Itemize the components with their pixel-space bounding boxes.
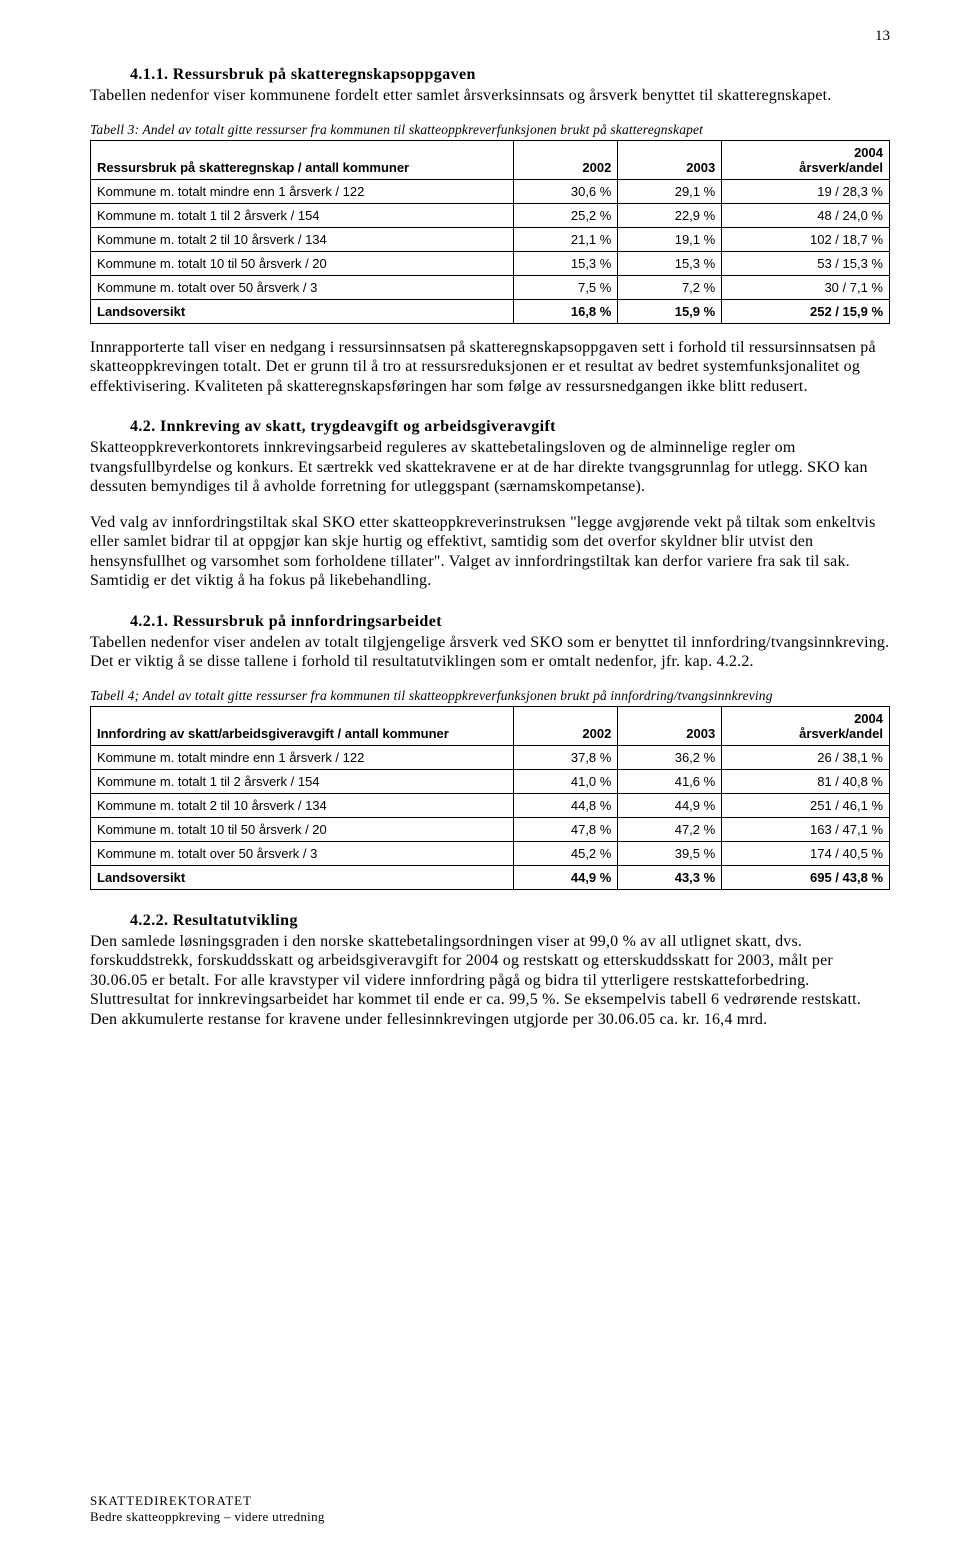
table-cell: 7,5 % (514, 275, 618, 299)
table-cell: Kommune m. totalt over 50 årsverk / 3 (91, 841, 514, 865)
table-header-cell: Ressursbruk på skatteregnskap / antall k… (91, 140, 514, 179)
table-row: Kommune m. totalt 10 til 50 årsverk / 20… (91, 251, 890, 275)
table-cell: 48 / 24,0 % (722, 203, 890, 227)
table-row: Kommune m. totalt 10 til 50 årsverk / 20… (91, 817, 890, 841)
table-cell: Kommune m. totalt 10 til 50 årsverk / 20 (91, 251, 514, 275)
table-cell: 15,3 % (514, 251, 618, 275)
table-cell: 251 / 46,1 % (722, 793, 890, 817)
table-row: Kommune m. totalt 1 til 2 årsverk / 1542… (91, 203, 890, 227)
table-cell: 30 / 7,1 % (722, 275, 890, 299)
table-cell: 26 / 38,1 % (722, 745, 890, 769)
table3: Ressursbruk på skatteregnskap / antall k… (90, 140, 890, 324)
table-cell: 21,1 % (514, 227, 618, 251)
table-header-cell: 2003 (618, 140, 722, 179)
table3-caption: Tabell 3: Andel av totalt gitte ressurse… (90, 122, 890, 138)
para-4-2-b: Ved valg av innfordringstiltak skal SKO … (90, 513, 890, 591)
table-cell: 53 / 15,3 % (722, 251, 890, 275)
table-cell: 7,2 % (618, 275, 722, 299)
table-cell: 15,3 % (618, 251, 722, 275)
table-cell: 43,3 % (618, 865, 722, 889)
table-cell: 163 / 47,1 % (722, 817, 890, 841)
table4-caption: Tabell 4; Andel av totalt gitte ressurse… (90, 688, 890, 704)
table-row: Landsoversikt44,9 %43,3 %695 / 43,8 % (91, 865, 890, 889)
table-cell: 30,6 % (514, 179, 618, 203)
table-cell: 22,9 % (618, 203, 722, 227)
table-cell: Kommune m. totalt 2 til 10 årsverk / 134 (91, 227, 514, 251)
table4: Innfordring av skatt/arbeidsgiveravgift … (90, 706, 890, 890)
table-cell: 29,1 % (618, 179, 722, 203)
table-cell: 41,0 % (514, 769, 618, 793)
para-4-1-1: Tabellen nedenfor viser kommunene fordel… (90, 86, 890, 106)
table-row: Kommune m. totalt 2 til 10 årsverk / 134… (91, 227, 890, 251)
table-cell: 39,5 % (618, 841, 722, 865)
table-cell: 47,2 % (618, 817, 722, 841)
table-cell: 25,2 % (514, 203, 618, 227)
table-cell: 15,9 % (618, 299, 722, 323)
para-4-2-a: Skatteoppkreverkontorets innkrevingsarbe… (90, 438, 890, 497)
footer-line-2: Bedre skatteoppkreving – videre utrednin… (90, 1509, 325, 1525)
table-header-cell: Innfordring av skatt/arbeidsgiveravgift … (91, 706, 514, 745)
table-header-cell: 2004årsverk/andel (722, 706, 890, 745)
table-cell: 47,8 % (514, 817, 618, 841)
table-header-cell: 2004årsverk/andel (722, 140, 890, 179)
table-cell: Kommune m. totalt mindre enn 1 årsverk /… (91, 745, 514, 769)
table-cell: Kommune m. totalt 1 til 2 årsverk / 154 (91, 203, 514, 227)
table-cell: 695 / 43,8 % (722, 865, 890, 889)
table-cell: 19,1 % (618, 227, 722, 251)
table-cell: 174 / 40,5 % (722, 841, 890, 865)
table-cell: 19 / 28,3 % (722, 179, 890, 203)
table-cell: 44,9 % (514, 865, 618, 889)
table-cell: 252 / 15,9 % (722, 299, 890, 323)
heading-4-2-1: 4.2.1. Ressursbruk på innfordringsarbeid… (130, 613, 890, 631)
table-header-cell: 2002 (514, 706, 618, 745)
table-cell: 16,8 % (514, 299, 618, 323)
heading-4-1-1: 4.1.1. Ressursbruk på skatteregnskapsopp… (130, 66, 890, 84)
table-cell: 36,2 % (618, 745, 722, 769)
table-cell: Kommune m. totalt 10 til 50 årsverk / 20 (91, 817, 514, 841)
para-4-2-2: Den samlede løsningsgraden i den norske … (90, 932, 890, 1030)
table-cell: Kommune m. totalt mindre enn 1 årsverk /… (91, 179, 514, 203)
table-header-cell: 2003 (618, 706, 722, 745)
table-cell: 102 / 18,7 % (722, 227, 890, 251)
table-row: Landsoversikt16,8 %15,9 %252 / 15,9 % (91, 299, 890, 323)
table-cell: 45,2 % (514, 841, 618, 865)
table-cell: Kommune m. totalt 1 til 2 årsverk / 154 (91, 769, 514, 793)
table-row: Kommune m. totalt 2 til 10 årsverk / 134… (91, 793, 890, 817)
page-footer: SKATTEDIREKTORATET Bedre skatteoppkrevin… (90, 1493, 325, 1525)
table-row: Kommune m. totalt over 50 årsverk / 37,5… (91, 275, 890, 299)
table-cell: Kommune m. totalt 2 til 10 årsverk / 134 (91, 793, 514, 817)
table-row: Kommune m. totalt mindre enn 1 årsverk /… (91, 745, 890, 769)
page-number: 13 (875, 28, 890, 45)
table-row: Kommune m. totalt mindre enn 1 årsverk /… (91, 179, 890, 203)
heading-4-2: 4.2. Innkreving av skatt, trygdeavgift o… (130, 418, 890, 436)
table-cell: 37,8 % (514, 745, 618, 769)
table-cell: Landsoversikt (91, 865, 514, 889)
footer-line-1: SKATTEDIREKTORATET (90, 1493, 325, 1509)
para-after-table3: Innrapporterte tall viser en nedgang i r… (90, 338, 890, 397)
table-header-cell: 2002 (514, 140, 618, 179)
table-row: Kommune m. totalt 1 til 2 årsverk / 1544… (91, 769, 890, 793)
heading-4-2-2: 4.2.2. Resultatutvikling (130, 912, 890, 930)
table-cell: Kommune m. totalt over 50 årsverk / 3 (91, 275, 514, 299)
para-4-2-1: Tabellen nedenfor viser andelen av total… (90, 633, 890, 672)
table-cell: 81 / 40,8 % (722, 769, 890, 793)
table-cell: Landsoversikt (91, 299, 514, 323)
table-row: Kommune m. totalt over 50 årsverk / 345,… (91, 841, 890, 865)
table-cell: 44,8 % (514, 793, 618, 817)
table-cell: 44,9 % (618, 793, 722, 817)
table-cell: 41,6 % (618, 769, 722, 793)
